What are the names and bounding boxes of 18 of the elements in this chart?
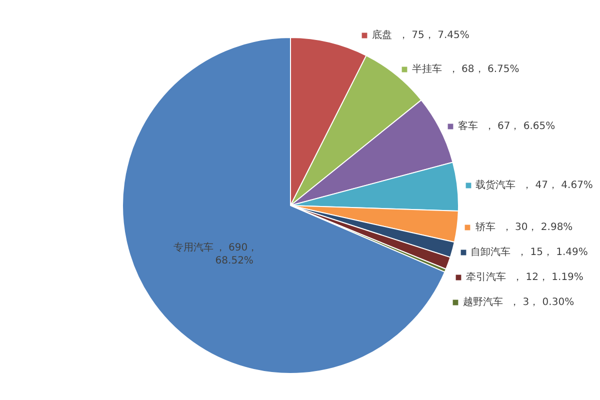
data-label: ， 47， 4.67%: [522, 180, 593, 192]
data-label: ， 68， 6.75%: [448, 64, 520, 76]
data-label: ， 75， 7.45%: [398, 30, 470, 42]
data-label: ， 30， 2.98%: [502, 222, 573, 234]
legend-label: 载货汽车: [476, 178, 516, 192]
legend-label: 自卸汽车: [470, 246, 511, 260]
data-label: ， 15， 1.49%: [517, 247, 588, 258]
slice-label: 专用汽车: [173, 241, 214, 254]
legend-label: 越野汽车: [463, 296, 504, 310]
legend-label: 轿车: [475, 220, 496, 234]
data-label: ， 690， 68.52%: [215, 242, 258, 266]
data-label: ， 67， 6.65%: [484, 120, 556, 132]
data-label: ， 12， 1.19%: [512, 272, 584, 284]
legend-label: 底盘: [372, 28, 392, 42]
data-label: ， 3， 0.30%: [510, 297, 574, 308]
legend-label: 牵引汽车: [466, 270, 506, 284]
legend-label: 半挂车: [412, 62, 442, 76]
legend-label: 客车: [458, 120, 478, 133]
